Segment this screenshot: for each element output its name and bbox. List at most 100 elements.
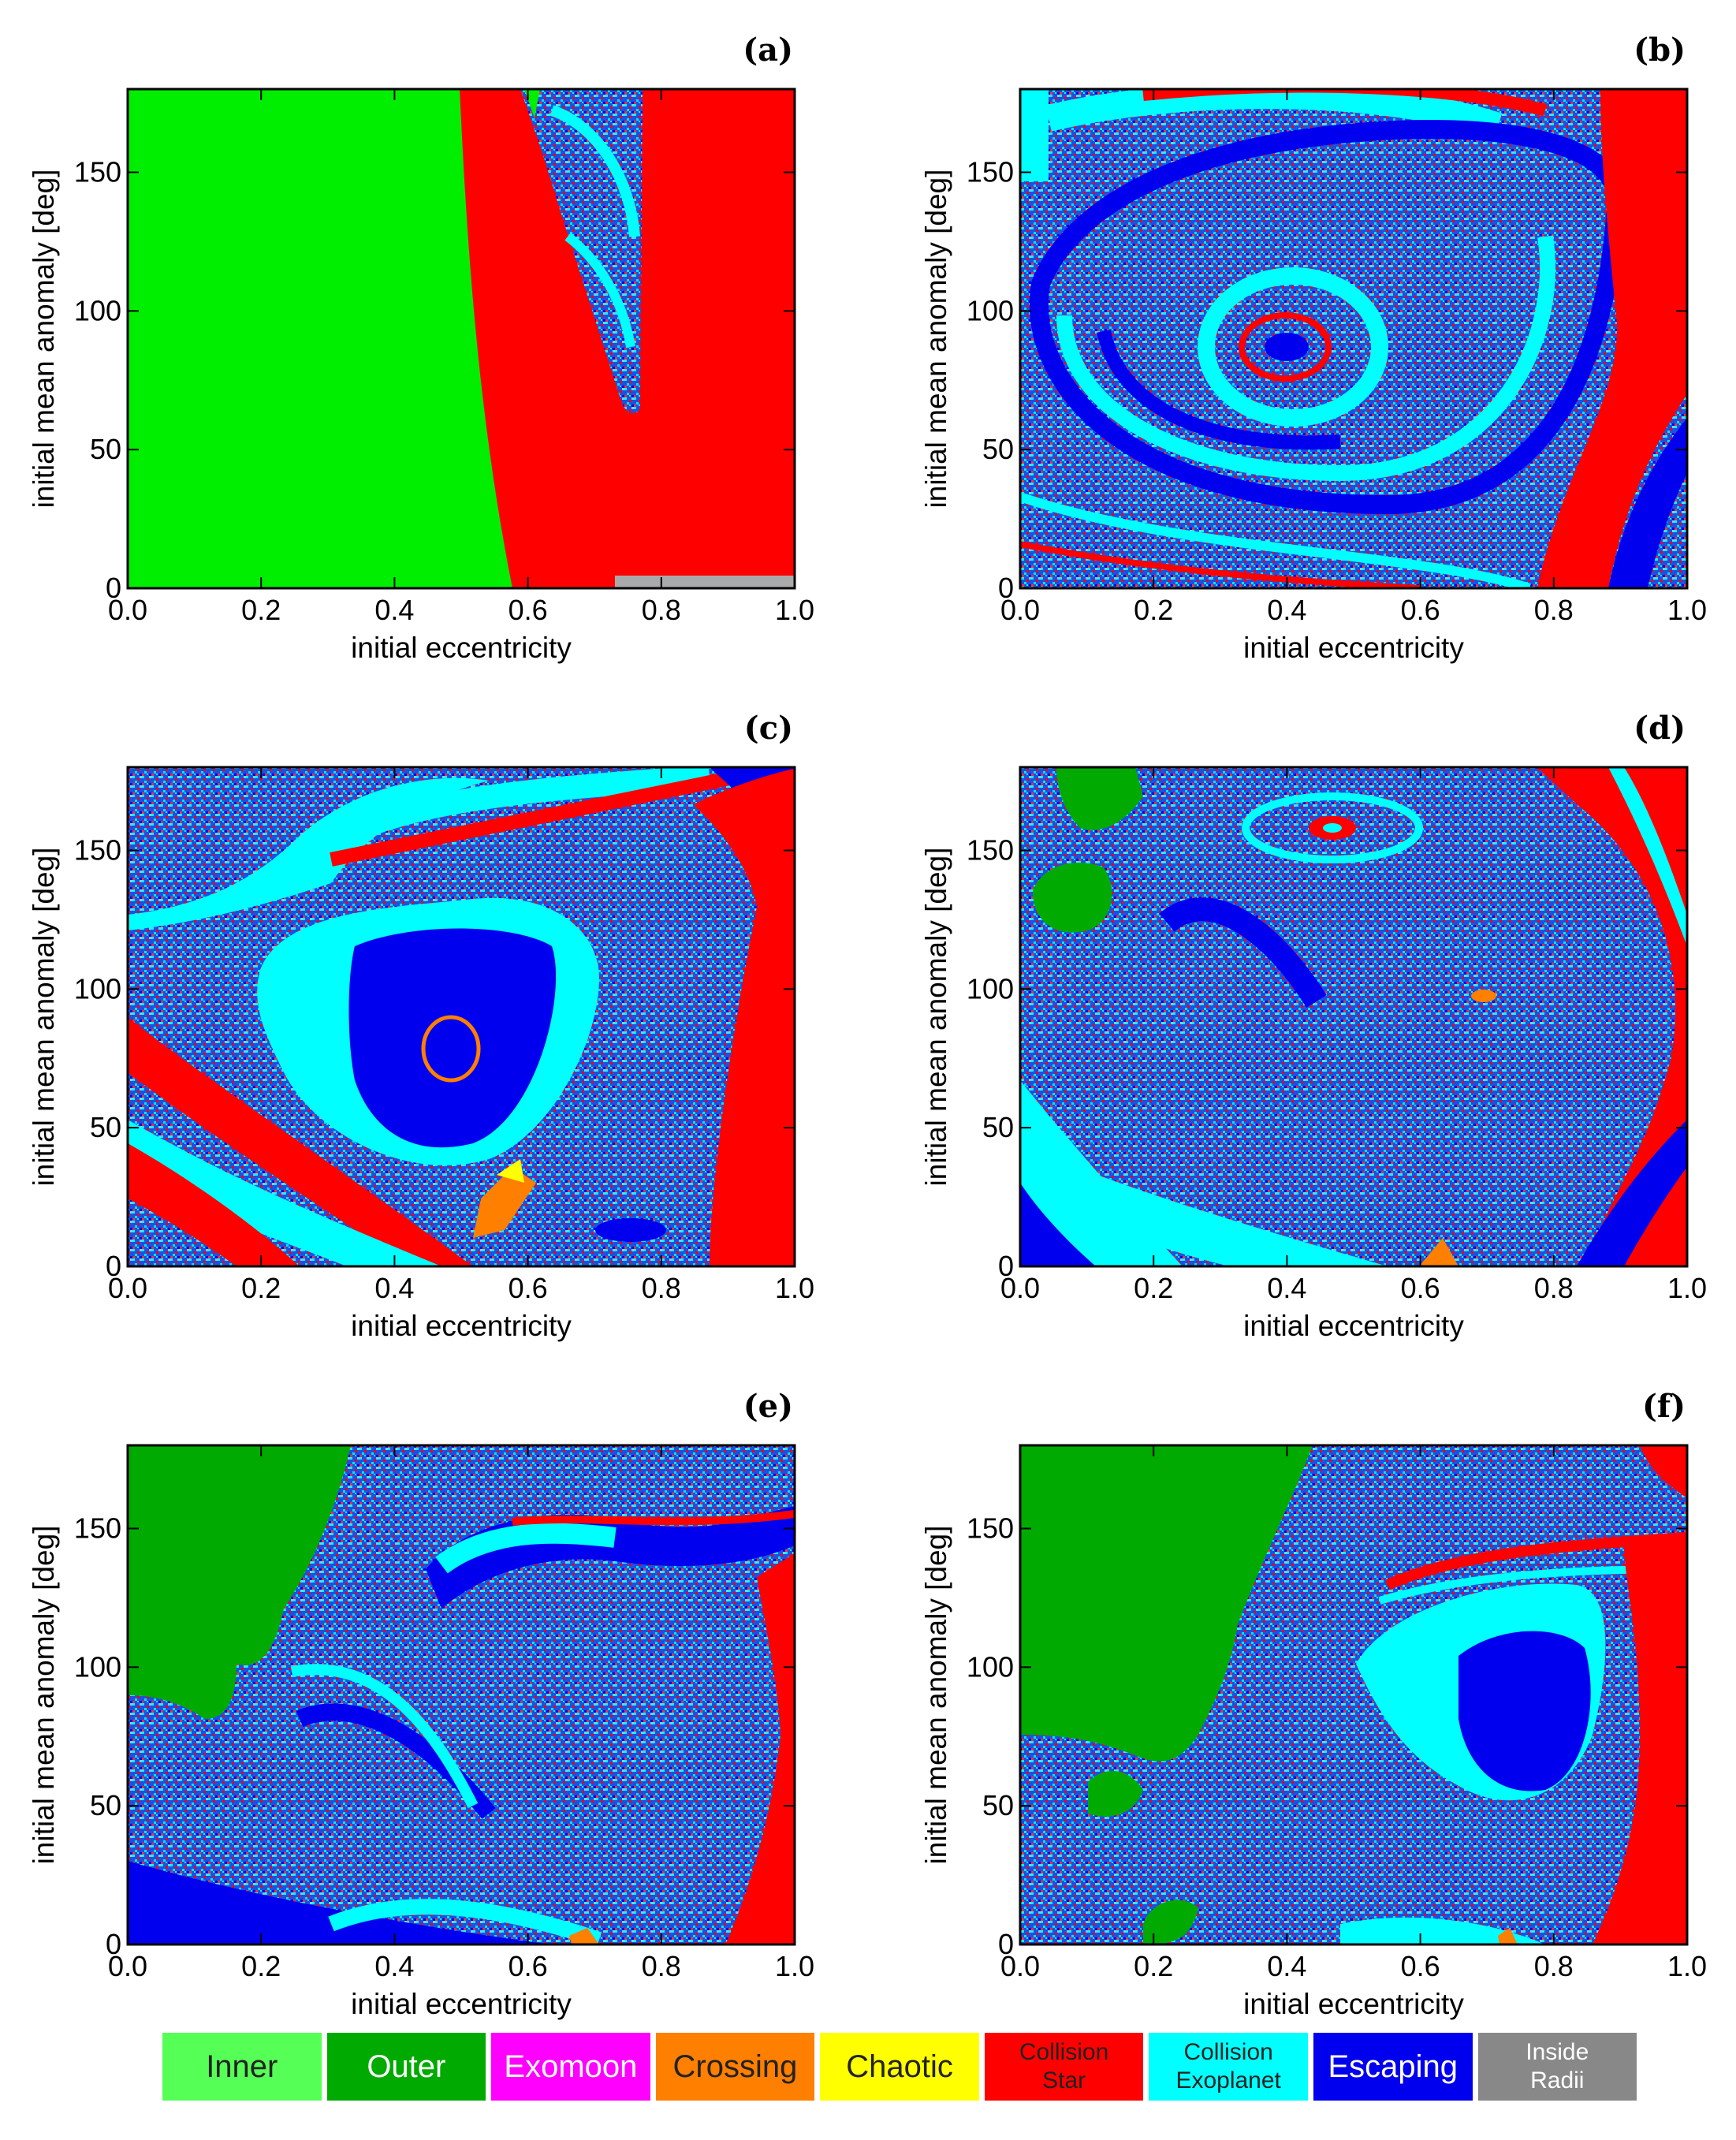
legend-item-outer: Outer [326,2033,486,2101]
x-axis-label: initial eccentricity [351,1310,572,1342]
y-axis-label: initial mean anomaly [deg] [920,1526,952,1865]
legend-label: Chaotic [846,2049,953,2084]
legend-label: Collision [1019,2039,1109,2065]
y-axis-label: initial mean anomaly [deg] [28,1526,60,1865]
legend-label: Outer [367,2049,446,2084]
y-tick-label: 100 [967,972,1014,1005]
x-axis-label: initial eccentricity [1243,1310,1464,1342]
x-tick-label: 0.4 [374,1272,414,1304]
panel-c-map [128,767,795,1266]
x-tick-label: 0.4 [374,1950,414,1982]
legend-label: Inside [1526,2039,1589,2065]
panel-label: (c) [744,710,793,747]
y-tick-label: 0 [106,1250,121,1282]
panel-e-axes: 0.0 0.2 0.4 0.6 0.8 1.0 0 50 100 150 initial eccen… [28,1388,814,2020]
panel-label: (d) [1634,710,1686,747]
x-tick-label: 0.2 [241,1950,281,1982]
legend-item-escaping: Escaping [1313,2033,1473,2101]
x-tick-label: 0.0 [108,1950,147,1982]
y-tick-label: 150 [967,156,1014,188]
panel-label: (e) [743,1388,793,1425]
plot-frame [126,1444,796,1946]
panel-label: (a) [743,32,793,69]
legend-item-inner: Inner [162,2033,322,2101]
legend-label: Exoplanet [1175,2067,1281,2093]
x-axis-label: initial eccentricity [351,1988,572,2020]
y-tick-label: 100 [74,294,121,326]
x-tick-label: 0.2 [1134,594,1173,626]
plot-frame [126,766,796,1268]
legend-item-inside_radii: Inside Radii [1477,2033,1637,2101]
y-tick-label: 0 [998,1250,1014,1282]
panel-f-axes: 0.0 0.2 0.4 0.6 0.8 1.0 0 50 100 150 initial eccen… [920,1388,1707,2020]
x-tick-label: 0.0 [1000,1950,1040,1982]
y-tick-label: 100 [967,294,1014,326]
x-tick-label: 0.0 [108,1272,147,1304]
x-axis-label: initial eccentricity [351,632,572,664]
y-tick-label: 0 [998,572,1014,604]
x-tick-label: 1.0 [1667,1272,1707,1304]
x-tick-label: 1.0 [775,594,814,626]
axes-layer: 0.0 0.2 0.4 0.6 0.8 1.0 0 50 100 150 initial eccen… [28,32,1707,2020]
legend-label: Inner [206,2049,278,2084]
plot-frame [126,88,796,590]
legend-item-collision_exoplanet: Collision Exoplanet [1149,2033,1308,2101]
x-tick-label: 0.6 [509,1950,548,1982]
y-tick-label: 50 [90,433,121,465]
y-tick-label: 100 [74,1650,121,1683]
x-tick-label: 0.6 [509,1272,548,1304]
legend: Inner Outer Exomoon Crossing Chaotic Collisio… [162,2033,1637,2101]
x-tick-label: 0.8 [1534,1272,1574,1304]
x-tick-label: 0.2 [241,594,281,626]
x-tick-label: 0.2 [241,1272,281,1304]
y-tick-label: 50 [982,433,1014,465]
x-tick-label: 0.6 [1401,1272,1440,1304]
x-tick-label: 0.8 [642,1950,681,1982]
x-tick-label: 0.6 [509,594,548,626]
legend-label: Radii [1530,2067,1585,2093]
y-tick-label: 150 [74,156,121,188]
panel-label: (f) [1642,1388,1686,1425]
panel-label: (b) [1634,32,1686,69]
y-tick-label: 150 [967,1512,1014,1545]
x-tick-label: 0.4 [1267,1950,1306,1982]
y-axis-label: initial mean anomaly [deg] [28,848,60,1187]
x-tick-label: 0.0 [1000,1272,1040,1304]
legend-item-exomoon: Exomoon [491,2033,650,2101]
panel-a-axes: 0.0 0.2 0.4 0.6 0.8 1.0 0 50 100 150 initial eccen… [28,32,814,664]
x-tick-label: 0.8 [1534,1950,1574,1982]
x-tick-label: 0.0 [1000,594,1040,626]
y-tick-label: 150 [74,834,121,867]
y-tick-label: 50 [90,1111,121,1143]
x-tick-label: 0.2 [1134,1950,1173,1982]
y-tick-label: 50 [90,1789,121,1821]
x-tick-label: 0.8 [642,594,681,626]
panel-b-map [1020,89,1687,588]
x-tick-label: 0.4 [1267,1272,1306,1304]
legend-item-collision_star: Collision Star [984,2033,1144,2101]
legend-item-chaotic: Chaotic [820,2033,979,2101]
y-axis-label: initial mean anomaly [deg] [920,170,952,509]
plot-frame [1019,88,1689,590]
legend-label: Collision [1183,2039,1273,2065]
y-axis-label: initial mean anomaly [deg] [920,848,952,1187]
x-tick-label: 1.0 [1667,594,1707,626]
y-tick-label: 0 [998,1928,1014,1960]
y-tick-label: 150 [74,1512,121,1545]
panel-f-map [1020,1445,1687,1944]
y-tick-label: 50 [982,1111,1014,1143]
x-tick-label: 0.4 [374,594,414,626]
x-tick-label: 0.2 [1134,1272,1173,1304]
y-tick-label: 0 [106,1928,121,1960]
legend-label: Crossing [672,2049,798,2084]
legend-label: Star [1042,2067,1086,2093]
panel-e-map [128,1445,795,1944]
x-tick-label: 0.0 [108,594,147,626]
panel-d-axes: 0.0 0.2 0.4 0.6 0.8 1.0 0 50 100 150 initial eccen… [920,710,1707,1342]
plot-frame [1019,766,1689,1268]
panel-c-axes: 0.0 0.2 0.4 0.6 0.8 1.0 0 50 100 150 initial eccen… [28,710,814,1342]
legend-label: Exomoon [504,2049,638,2084]
y-tick-label: 0 [106,572,121,604]
x-tick-label: 1.0 [775,1950,814,1982]
